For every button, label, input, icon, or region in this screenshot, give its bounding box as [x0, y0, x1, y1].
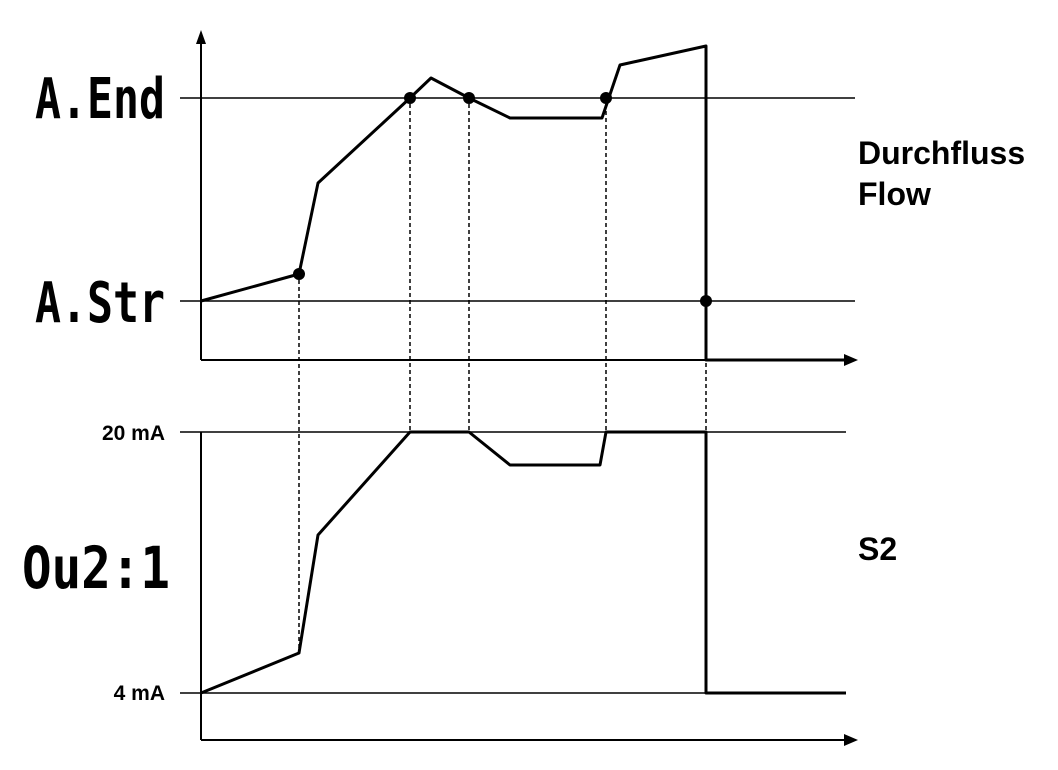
flow-curve [200, 44, 848, 362]
s2-label: S2 [858, 531, 897, 567]
crossing-point [600, 92, 612, 104]
crossing-point [463, 92, 475, 104]
flow-label-de: Durchfluss [858, 135, 1025, 171]
threshold-end-label: A.End [35, 67, 165, 132]
top-y-axis-arrow-icon [196, 30, 206, 44]
flow-label-en: Flow [858, 176, 931, 212]
crossing-point [404, 92, 416, 104]
output-code-label: Ou2:1 [22, 534, 170, 602]
level-high-label: 20 mA [102, 422, 165, 445]
crossing-point [700, 295, 712, 307]
bottom-x-axis-arrow-icon [844, 734, 858, 746]
projection-lines [298, 104, 707, 653]
bottom-chart: 20 mA 4 mA Ou2:1 S2 [22, 422, 897, 746]
level-low-label: 4 mA [114, 682, 165, 705]
crossing-point [293, 268, 305, 280]
top-x-axis-arrow-icon [844, 354, 858, 366]
threshold-start-label: A.Str [35, 271, 165, 336]
output-curve [200, 430, 846, 695]
top-chart: A.End A.Str Durchfluss Flow [35, 30, 1025, 366]
